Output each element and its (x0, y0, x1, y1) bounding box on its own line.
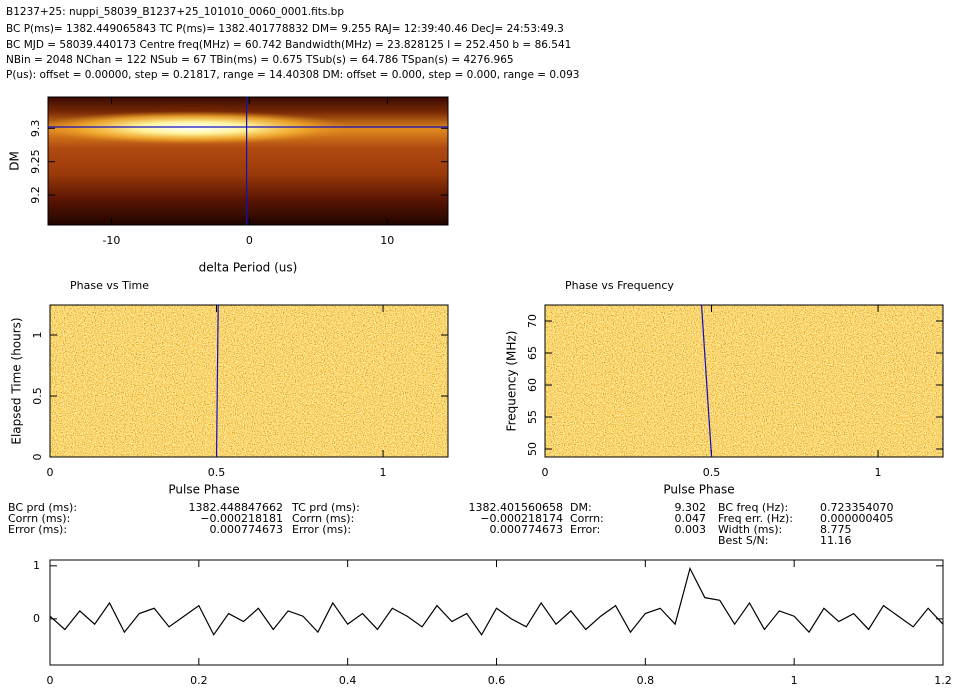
y-tick-label: 9.2 (29, 186, 42, 204)
x-tick-label: 0 (246, 234, 253, 247)
stat-value: −0.000218181 (200, 512, 283, 525)
x-tick-label: 0 (542, 466, 549, 479)
stat-value: −0.000218174 (480, 512, 563, 525)
y-tick-label: 9.25 (29, 149, 42, 174)
stat-value: 11.16 (820, 534, 852, 547)
heatmap-glow (48, 111, 352, 145)
y-axis-label: DM (8, 151, 22, 171)
y-tick-label: 60 (526, 378, 539, 392)
x-tick-label: 0.2 (190, 674, 208, 687)
stat-label: Freq err. (Hz): (718, 512, 793, 525)
header-line: BC P(ms)= 1382.449065843 TC P(ms)= 1382.… (6, 23, 564, 35)
stat-value: 1382.401560658 (469, 501, 563, 514)
y-tick-label: 0 (31, 454, 44, 461)
x-tick-label: 0.5 (208, 466, 226, 479)
chart-title: Phase vs Frequency (565, 279, 674, 292)
stat-label: BC prd (ms): (8, 501, 77, 514)
stat-label: Corrn (ms): (8, 512, 70, 525)
stat-label: Corrn (ms): (292, 512, 354, 525)
y-axis-label: Frequency (MHz) (505, 331, 519, 432)
x-tick-label: 10 (380, 234, 394, 247)
stat-value: 1382.448847662 (189, 501, 283, 514)
heatmap-image (50, 305, 448, 457)
plot-frame (49, 559, 944, 666)
header-title: B1237+25: nuppi_58039_B1237+25_101010_00… (6, 6, 344, 18)
y-tick-label: 55 (526, 410, 539, 424)
x-tick-label: 0.5 (703, 466, 721, 479)
stat-value: 0.723354070 (820, 501, 893, 514)
x-tick-label: 1.2 (934, 674, 952, 687)
plot-frame (544, 304, 944, 458)
x-axis-label: Pulse Phase (663, 483, 734, 497)
stat-label: DM: (570, 501, 592, 514)
x-tick-label: 1 (791, 674, 798, 687)
stat-label: Error: (570, 523, 600, 536)
header-line: NBin = 2048 NChan = 122 NSub = 67 TBin(m… (6, 54, 514, 66)
x-tick-label: 0.8 (637, 674, 655, 687)
x-tick-label: 1 (875, 466, 882, 479)
y-tick-label: 9.3 (29, 120, 42, 138)
y-tick-label: 50 (526, 442, 539, 456)
header-line: BC MJD = 58039.440173 Centre freq(MHz) =… (6, 39, 571, 51)
header-line: P(us): offset = 0.00000, step = 0.21817,… (6, 69, 579, 81)
heatmap-image (545, 305, 943, 457)
stat-value: 9.302 (675, 501, 707, 514)
stat-value: 0.047 (675, 512, 707, 525)
stat-value: 0.000774673 (490, 523, 563, 536)
stat-label: Corrn: (570, 512, 604, 525)
y-tick-label: 1 (31, 332, 44, 339)
x-axis-label: delta Period (us) (199, 261, 298, 275)
stat-value: 0.003 (675, 523, 707, 536)
y-tick-label: 70 (526, 314, 539, 328)
marker-line (700, 305, 713, 457)
y-axis-label: Elapsed Time (hours) (10, 317, 24, 444)
marker-line (215, 305, 219, 457)
x-tick-label: 0.6 (488, 674, 506, 687)
x-axis-label: Pulse Phase (168, 483, 239, 497)
stat-value: 0.000774673 (210, 523, 283, 536)
plot-frame (47, 96, 449, 226)
stat-label: Best S/N: (718, 534, 768, 547)
y-tick-label: 65 (526, 346, 539, 360)
x-tick-label: 0 (47, 466, 54, 479)
x-tick-label: 1 (380, 466, 387, 479)
stat-label: Error (ms): (292, 523, 351, 536)
stat-label: TC prd (ms): (291, 501, 360, 514)
stat-label: Width (ms): (718, 523, 782, 536)
stat-label: BC freq (Hz): (718, 501, 788, 514)
y-tick-label: 1 (33, 559, 40, 572)
stat-value: 8.775 (820, 523, 852, 536)
x-tick-label: 0 (47, 674, 54, 687)
profile-line (50, 566, 943, 636)
x-tick-label: 0.4 (339, 674, 357, 687)
chart-title: Phase vs Time (70, 279, 149, 292)
plot-frame (49, 304, 449, 458)
y-tick-label: 0.5 (31, 387, 44, 405)
y-tick-label: 0 (33, 612, 40, 625)
x-tick-label: -10 (102, 234, 120, 247)
stat-label: Error (ms): (8, 523, 67, 536)
stat-value: 0.000000405 (820, 512, 893, 525)
